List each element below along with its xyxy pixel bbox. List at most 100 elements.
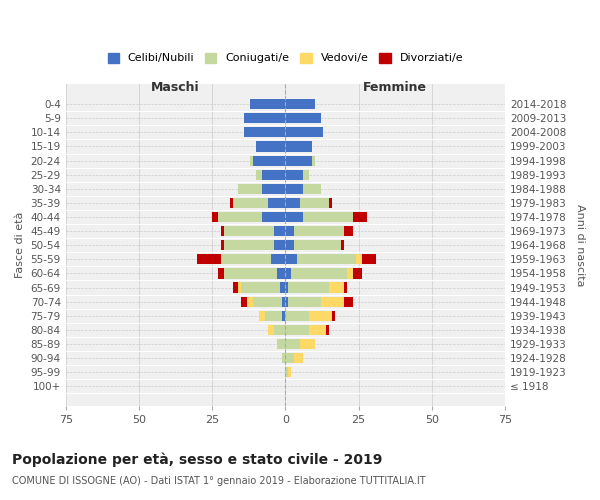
Bar [353,212,367,222]
Bar [297,254,356,264]
Bar [353,268,362,278]
Bar [344,226,353,236]
Bar [286,282,288,292]
Bar [244,128,286,138]
Bar [332,310,335,321]
Bar [224,268,277,278]
Bar [277,268,286,278]
Bar [256,170,262,180]
Bar [303,184,320,194]
Bar [274,226,286,236]
Bar [312,156,314,166]
Bar [253,156,286,166]
Bar [218,212,262,222]
Bar [262,184,286,194]
Bar [286,212,303,222]
Bar [265,310,283,321]
Bar [238,184,262,194]
Y-axis label: Anni di nascita: Anni di nascita [575,204,585,286]
Bar [283,296,286,306]
Bar [233,198,268,208]
Bar [262,212,286,222]
Bar [221,226,224,236]
Bar [241,296,247,306]
Bar [286,310,309,321]
Bar [221,254,271,264]
Bar [291,268,347,278]
Bar [274,240,286,250]
Text: COMUNE DI ISSOGNE (AO) - Dati ISTAT 1° gennaio 2019 - Elaborazione TUTTITALIA.IT: COMUNE DI ISSOGNE (AO) - Dati ISTAT 1° g… [12,476,425,486]
Bar [241,282,280,292]
Legend: Celibi/Nubili, Coniugati/e, Vedovi/e, Divorziati/e: Celibi/Nubili, Coniugati/e, Vedovi/e, Di… [103,48,467,68]
Bar [247,296,253,306]
Bar [259,310,265,321]
Bar [230,198,233,208]
Bar [268,198,286,208]
Text: Femmine: Femmine [363,82,427,94]
Bar [320,296,344,306]
Bar [286,353,294,363]
Bar [303,212,353,222]
Bar [326,325,329,335]
Bar [286,367,288,378]
Bar [286,128,323,138]
Bar [286,198,300,208]
Bar [224,240,274,250]
Bar [197,254,221,264]
Bar [286,226,294,236]
Bar [286,184,303,194]
Bar [286,142,312,152]
Bar [238,282,241,292]
Bar [286,113,320,124]
Bar [218,268,224,278]
Bar [286,325,309,335]
Bar [256,142,286,152]
Bar [271,254,286,264]
Bar [362,254,376,264]
Bar [286,339,300,349]
Bar [286,240,294,250]
Bar [253,296,283,306]
Bar [288,367,291,378]
Bar [309,325,326,335]
Bar [286,296,288,306]
Bar [300,339,314,349]
Bar [268,325,274,335]
Bar [250,99,286,110]
Y-axis label: Fasce di età: Fasce di età [15,212,25,278]
Text: Maschi: Maschi [151,82,200,94]
Bar [277,339,286,349]
Bar [212,212,218,222]
Bar [286,268,291,278]
Bar [286,254,297,264]
Bar [233,282,238,292]
Bar [288,282,329,292]
Bar [309,310,332,321]
Bar [300,198,329,208]
Bar [262,170,286,180]
Bar [344,296,353,306]
Bar [294,353,303,363]
Bar [329,198,332,208]
Bar [244,113,286,124]
Bar [303,170,309,180]
Bar [274,325,286,335]
Bar [344,282,347,292]
Bar [250,156,253,166]
Bar [224,226,274,236]
Text: Popolazione per età, sesso e stato civile - 2019: Popolazione per età, sesso e stato civil… [12,452,382,467]
Bar [288,296,320,306]
Bar [221,240,224,250]
Bar [341,240,344,250]
Bar [356,254,362,264]
Bar [286,170,303,180]
Bar [283,310,286,321]
Bar [280,282,286,292]
Bar [286,99,314,110]
Bar [283,353,286,363]
Bar [294,240,341,250]
Bar [286,156,312,166]
Bar [294,226,344,236]
Bar [347,268,353,278]
Bar [329,282,344,292]
